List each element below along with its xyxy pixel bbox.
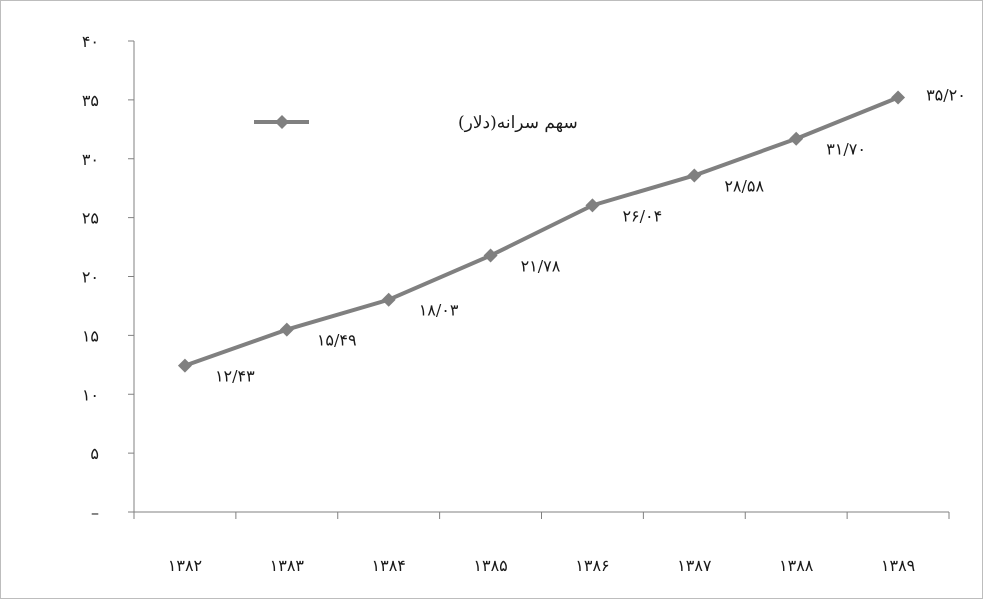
legend-diamond-marker xyxy=(275,115,289,129)
data-label: ۳۵/۲۰ xyxy=(926,86,966,105)
data-point-marker xyxy=(687,168,702,183)
data-label: ۲۱/۷۸ xyxy=(521,257,561,276)
data-point-marker xyxy=(483,248,498,263)
data-label: ۲۶/۰۴ xyxy=(622,206,662,225)
chart-axes xyxy=(133,41,949,513)
data-label: ۲۸/۵۸ xyxy=(724,176,764,195)
data-point-marker xyxy=(789,131,804,146)
y-tick-label: ۵ xyxy=(90,444,99,463)
y-tick-label: ۲۵ xyxy=(82,209,99,228)
x-tick-label: ۱۳۸۷ xyxy=(677,556,712,575)
data-label: ۳۱/۷۰ xyxy=(826,140,866,159)
x-tick-label: ۱۳۸۶ xyxy=(575,556,609,575)
legend: سهم سرانه(دلار) xyxy=(254,113,578,133)
data-point-marker xyxy=(381,292,396,307)
data-label: ۱۲/۴۳ xyxy=(215,367,255,386)
y-tick-label: ۳۵ xyxy=(82,91,99,110)
y-tick-label: ۲۰ xyxy=(82,268,99,287)
y-tick-label: ۱۰ xyxy=(82,385,99,404)
data-point-marker xyxy=(891,90,906,105)
x-tick-label: ۱۳۸۲ xyxy=(168,556,202,575)
x-tick-label: ۱۳۸۵ xyxy=(473,556,507,575)
x-tick-label: ۱۳۸۳ xyxy=(270,556,305,575)
y-tick-label: ۳۰ xyxy=(82,150,99,169)
series-group: ۱۲/۴۳ ۱۵/۴۹ ۱۸/۰۳ ۲۱/۷۸ ۲۶/۰۴ ۲۸/۵۸ ۳۱/۷۰ ۳۵/۲۰ xyxy=(177,86,966,386)
data-label: ۱۸/۰۳ xyxy=(419,301,459,320)
y-axis-ticks: – ۵ ۱۰ ۱۵ ۲۰ ۲۵ ۳۰ ۳۵ ۴۰ xyxy=(82,32,134,522)
legend-label: سهم سرانه(دلار) xyxy=(458,113,578,133)
series-line xyxy=(184,95,899,368)
x-tick-label: ۱۳۸۴ xyxy=(372,556,406,575)
data-point-marker xyxy=(279,322,294,337)
x-tick-label: ۱۳۸۹ xyxy=(881,556,915,575)
y-tick-label: – xyxy=(91,503,99,522)
x-axis-ticks: ۱۳۸۲ ۱۳۸۳ ۱۳۸۴ ۱۳۸۵ ۱۳۸۶ ۱۳۸۷ ۱۳۸۸ ۱۳۸۹ xyxy=(133,512,950,575)
data-point-marker xyxy=(177,358,192,373)
y-tick-label: ۴۰ xyxy=(82,32,99,51)
data-point-marker xyxy=(585,198,600,213)
data-label: ۱۵/۴۹ xyxy=(317,331,357,350)
y-tick-label: ۱۵ xyxy=(82,326,99,345)
x-tick-label: ۱۳۸۸ xyxy=(779,556,814,575)
